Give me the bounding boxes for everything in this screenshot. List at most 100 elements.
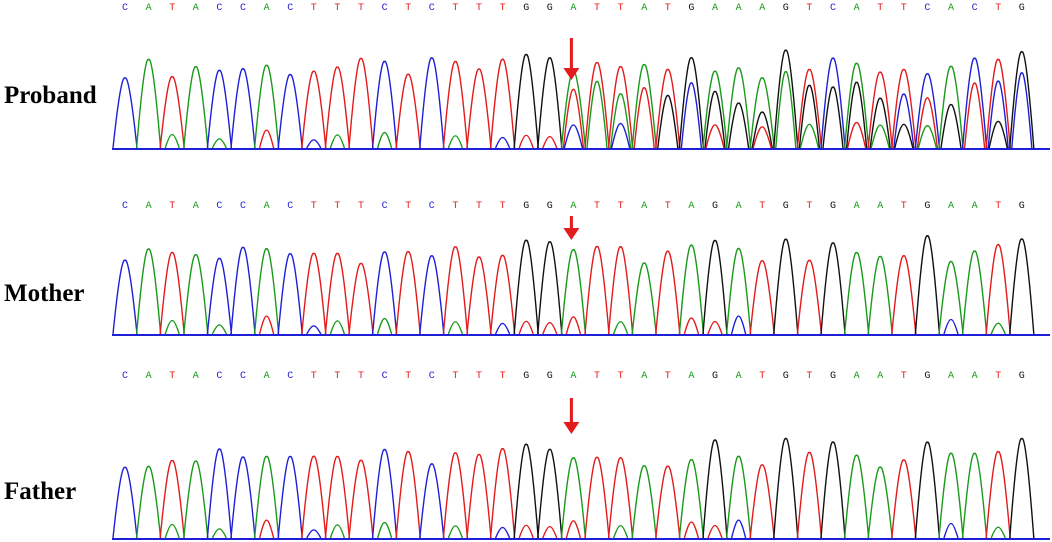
base-call: T	[452, 201, 458, 212]
base-call: G	[523, 201, 529, 212]
peak	[705, 124, 725, 149]
base-call: T	[476, 371, 482, 382]
peak	[914, 235, 941, 335]
base-call: A	[877, 371, 883, 382]
peak	[727, 102, 750, 149]
peak	[893, 93, 915, 149]
peak	[612, 525, 629, 539]
panel-label: Father	[4, 478, 77, 505]
base-call: T	[311, 3, 317, 14]
peak	[258, 315, 275, 335]
peak	[494, 322, 511, 335]
peak	[542, 321, 558, 335]
peak	[725, 247, 752, 335]
peak	[489, 448, 516, 539]
base-call: A	[759, 3, 765, 14]
peak	[610, 122, 631, 149]
base-call: A	[688, 371, 694, 382]
base-call: A	[948, 201, 954, 212]
base-call: C	[382, 371, 388, 382]
peak	[442, 246, 469, 335]
base-call: A	[972, 371, 978, 382]
peak	[633, 87, 655, 149]
base-call: G	[523, 371, 529, 382]
peak	[702, 70, 728, 149]
peak	[135, 248, 162, 335]
peak	[843, 454, 870, 539]
base-call: A	[736, 3, 742, 14]
base-call: T	[334, 371, 340, 382]
base-call: C	[122, 201, 128, 212]
peak	[702, 439, 728, 539]
peak	[542, 525, 558, 539]
peak	[466, 256, 492, 335]
base-call: T	[311, 201, 317, 212]
peak	[914, 441, 941, 539]
peak	[211, 138, 228, 149]
peak	[348, 57, 374, 149]
peak	[301, 252, 327, 335]
peak	[301, 70, 327, 149]
peak	[419, 57, 445, 149]
peak	[631, 465, 657, 539]
base-call: T	[877, 3, 883, 14]
peak	[253, 248, 280, 335]
peak	[466, 453, 492, 539]
base-call: G	[688, 3, 694, 14]
base-call: T	[358, 371, 364, 382]
peak	[869, 97, 891, 149]
peak	[961, 57, 988, 149]
base-call: T	[901, 3, 907, 14]
base-call: A	[146, 371, 152, 382]
peak	[183, 460, 209, 539]
peak	[820, 441, 846, 539]
peak	[164, 523, 180, 539]
base-call: T	[476, 3, 482, 14]
base-call: G	[783, 3, 789, 14]
peak	[730, 519, 747, 539]
peak	[612, 321, 629, 335]
base-call: A	[688, 201, 694, 212]
peak	[940, 104, 962, 149]
peak	[306, 139, 322, 149]
base-call: T	[806, 201, 812, 212]
peak	[773, 238, 799, 335]
peak	[371, 448, 398, 539]
panel-label: Mother	[4, 280, 85, 307]
peak	[135, 58, 162, 149]
peak	[537, 448, 563, 539]
peak	[376, 521, 393, 539]
base-call: C	[972, 3, 978, 14]
peak	[752, 126, 772, 149]
base-call: T	[405, 201, 411, 212]
peak	[258, 129, 275, 149]
peak	[376, 317, 393, 335]
base-call: T	[594, 201, 600, 212]
peak	[230, 456, 256, 539]
base-call: T	[806, 371, 812, 382]
peak	[988, 120, 1008, 149]
peak	[894, 123, 914, 149]
peak	[707, 524, 723, 539]
base-call: G	[830, 201, 836, 212]
peak	[537, 241, 563, 335]
peak	[560, 457, 587, 539]
peak	[466, 68, 492, 149]
peak	[329, 134, 346, 149]
base-call: T	[169, 371, 175, 382]
base-call: A	[193, 3, 199, 14]
base-call: A	[264, 201, 270, 212]
base-call: A	[570, 3, 576, 14]
base-call: T	[995, 3, 1001, 14]
base-call: T	[901, 371, 907, 382]
peak	[230, 68, 256, 149]
peak	[775, 71, 797, 149]
base-call: A	[948, 371, 954, 382]
peak	[943, 318, 959, 335]
base-call: C	[924, 3, 930, 14]
peak	[796, 259, 823, 335]
base-call: G	[1019, 3, 1025, 14]
peak	[796, 451, 823, 539]
peak	[258, 519, 275, 539]
